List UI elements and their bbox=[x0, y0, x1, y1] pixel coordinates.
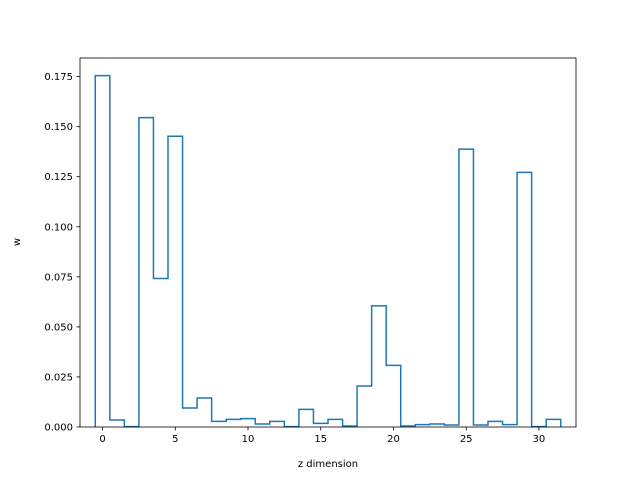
y-tick-label: 0.100 bbox=[44, 222, 73, 233]
y-tick-label: 0.025 bbox=[44, 372, 73, 383]
y-tick-label: 0.075 bbox=[44, 272, 73, 283]
y-axis: 0.000 0.025 0.050 0.075 0.100 0.125 0.150 0.175 bbox=[44, 72, 80, 434]
axes-frame bbox=[79, 57, 577, 428]
x-tick-label: 15 bbox=[314, 434, 327, 445]
y-tick-label: 0.000 bbox=[44, 423, 73, 434]
series-step-line bbox=[94, 74, 562, 428]
y-tick-label: 0.150 bbox=[44, 122, 73, 133]
y-tick-label: 0.125 bbox=[44, 172, 73, 183]
x-tick-label: 20 bbox=[387, 434, 400, 445]
y-tick-label: 0.050 bbox=[44, 322, 73, 333]
x-tick-label: 5 bbox=[172, 434, 178, 445]
y-tick-label: 0.175 bbox=[44, 72, 73, 83]
x-tick-label: 25 bbox=[460, 434, 473, 445]
x-tick-label: 30 bbox=[533, 434, 546, 445]
y-axis-label: w bbox=[12, 238, 23, 246]
plot-area bbox=[79, 57, 577, 428]
x-tick-label: 0 bbox=[99, 434, 105, 445]
x-tick-label: 10 bbox=[242, 434, 255, 445]
x-axis: 0 5 10 15 20 25 30 bbox=[99, 427, 545, 445]
x-axis-label: z dimension bbox=[298, 459, 358, 470]
